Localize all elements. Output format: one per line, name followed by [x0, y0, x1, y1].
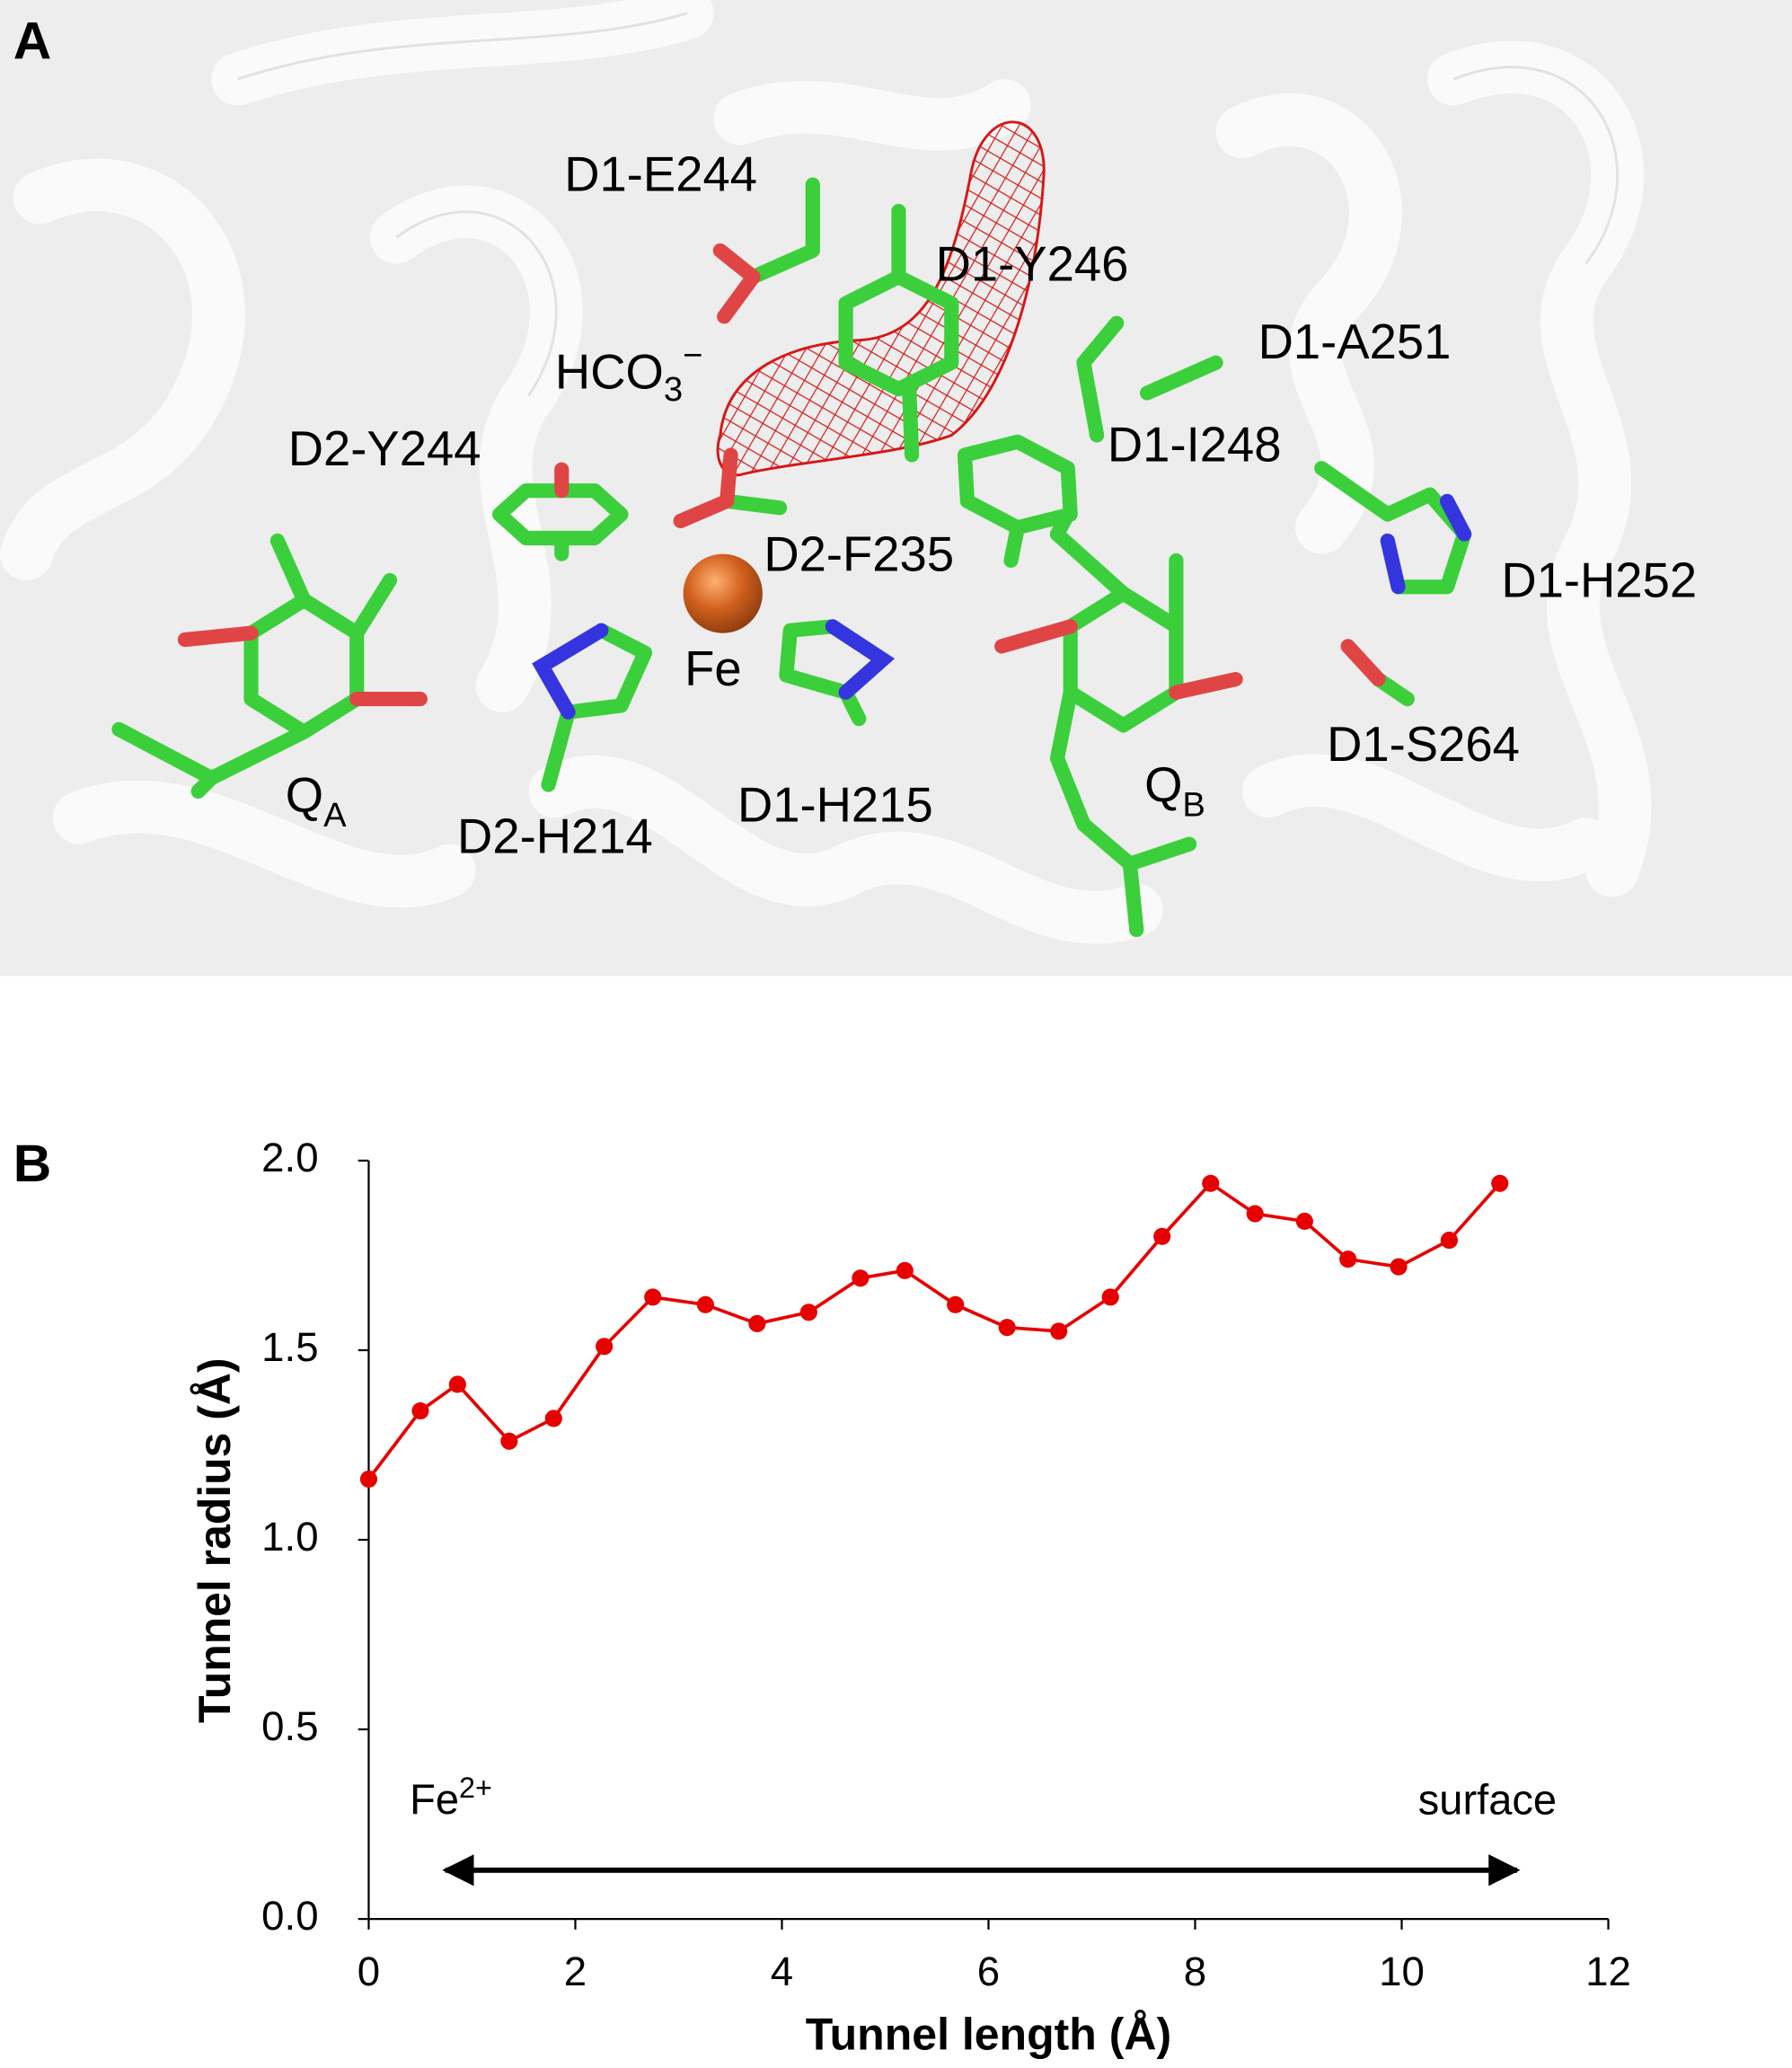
data-point: [644, 1288, 662, 1306]
tunnel-chart: B Tunnel length (Å) Tunnel radius (Å) Fe…: [13, 1135, 1631, 2060]
x-tick-label: 4: [771, 1949, 793, 1994]
x-tick-label: 8: [1184, 1949, 1206, 1994]
protein-ribbons: [0, 0, 1652, 944]
residue-label: D2-H214: [457, 809, 653, 864]
data-point: [1101, 1288, 1119, 1306]
data-point: [748, 1314, 766, 1332]
residue-label: D1-Y246: [936, 236, 1129, 291]
residue-label: D1-I248: [1108, 418, 1282, 473]
x-tick-label: 2: [564, 1949, 587, 1994]
data-point: [1491, 1174, 1509, 1192]
data-point: [359, 1470, 378, 1489]
structure-background: [0, 0, 1792, 977]
data-point: [1390, 1258, 1408, 1276]
y-tick-label: 2.0: [261, 1135, 318, 1180]
data-point: [1295, 1212, 1313, 1231]
y-tick-label: 0.5: [261, 1703, 318, 1749]
x-tick-label: 10: [1379, 1949, 1425, 1994]
structure-panel: A D1-E244 D1-Y246 HCO3− D1-A251 D2-Y244 …: [0, 0, 1792, 977]
data-point: [852, 1269, 870, 1287]
fe-atom: [683, 553, 763, 633]
x-tick-label: 12: [1585, 1949, 1631, 1994]
y-tick-label: 0.0: [261, 1893, 318, 1939]
data-point: [1440, 1232, 1458, 1250]
residue-sticks: [111, 177, 1472, 938]
data-point: [1202, 1174, 1220, 1192]
y-axis-label: Tunnel radius (Å): [190, 1357, 240, 1723]
residue-label: D1-S264: [1327, 717, 1520, 772]
residue-label: D1-E244: [564, 147, 757, 202]
data-point: [799, 1304, 817, 1321]
label-sub: A: [323, 796, 347, 835]
x-tick-label: 0: [358, 1949, 380, 1994]
data-point: [1339, 1251, 1357, 1268]
label-sub: 3: [664, 370, 683, 409]
label-main: HCO: [555, 345, 664, 400]
annotation: surface: [1418, 1775, 1557, 1823]
panel-label: B: [13, 1135, 51, 1193]
y-tick-label: 1.0: [261, 1514, 318, 1560]
data-point: [947, 1295, 965, 1313]
data-point: [1050, 1322, 1068, 1340]
annotation-main: Fe: [410, 1775, 459, 1823]
data-point: [448, 1375, 466, 1393]
residue-label: D2-Y244: [288, 421, 481, 476]
residue-label: QB: [1144, 757, 1205, 824]
label-sub: B: [1182, 786, 1205, 825]
data-point: [896, 1261, 914, 1279]
data-point: [696, 1295, 714, 1313]
data-line: [367, 1180, 1502, 1480]
data-point: [1153, 1227, 1171, 1245]
label-main: Q: [1144, 757, 1182, 812]
data-point: [544, 1410, 562, 1427]
y-tick-label: 1.5: [261, 1324, 318, 1370]
data-point: [998, 1319, 1016, 1337]
residue-label: D1-A251: [1258, 314, 1452, 369]
x-tick-label: 6: [977, 1949, 1000, 1994]
annotation-sup: 2+: [459, 1772, 492, 1804]
data-point: [411, 1401, 429, 1420]
data-point: [596, 1338, 614, 1356]
residue-label: Fe: [684, 641, 742, 696]
residue-labels: D1-E244 D1-Y246 HCO3− D1-A251 D2-Y244 D1…: [286, 147, 1697, 864]
residue-label: D1-H215: [737, 777, 933, 832]
residue-label: HCO3−: [555, 336, 703, 409]
x-axis-label: Tunnel length (Å): [806, 2009, 1171, 2059]
data-point: [500, 1432, 518, 1450]
residue-label: D1-H252: [1501, 553, 1697, 608]
data-point: [1246, 1205, 1264, 1223]
tunnel-mesh: [716, 120, 1046, 476]
label-main: Q: [286, 768, 323, 823]
residue-label: QA: [286, 768, 347, 835]
panel-label: A: [13, 12, 51, 70]
residue-label: D2-F235: [764, 526, 954, 581]
annotation: Fe2+: [410, 1772, 492, 1824]
label-sup: −: [683, 336, 702, 375]
